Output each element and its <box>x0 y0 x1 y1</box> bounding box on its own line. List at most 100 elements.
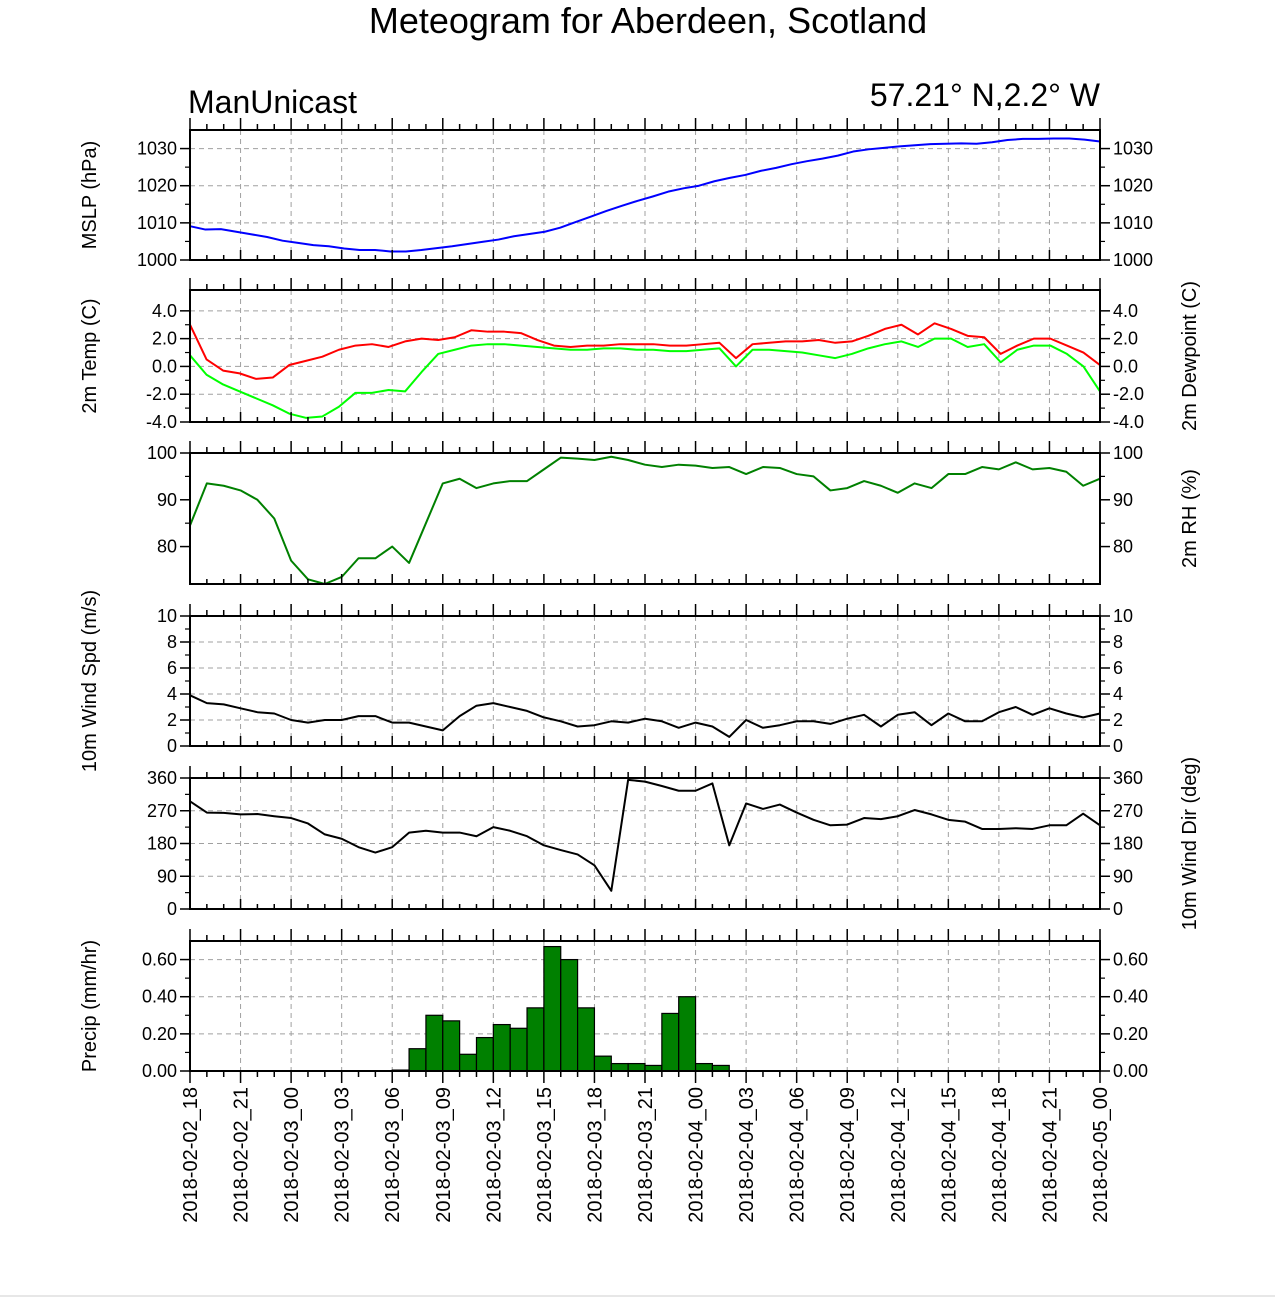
y-tick-label-right: 90 <box>1113 866 1133 886</box>
precip-bar <box>543 945 562 1072</box>
panel-1: -4.0 -4.0 -2.0 -2.0 0.0 0.0 2.0 2.0 4.0 4.0 2m Tem… <box>79 278 1201 432</box>
series-line-3-0 <box>189 694 1101 738</box>
y-tick-label-left: -2.0 <box>146 384 177 404</box>
y-tick-label-right: 1000 <box>1113 250 1153 270</box>
precip-bar <box>526 1007 545 1072</box>
precip-bar <box>459 1053 478 1072</box>
y-tick-label-right: 0.20 <box>1113 1024 1148 1044</box>
y-tick-label-left: 90 <box>157 866 177 886</box>
y-tick-label-left: 6 <box>167 658 177 678</box>
x-tick-label: 2018-02-04_00 <box>686 1087 708 1223</box>
x-tick-label: 2018-02-03_03 <box>332 1087 354 1223</box>
y-tick-label-left: 8 <box>167 632 177 652</box>
x-tick-label: 2018-02-03_15 <box>534 1087 556 1223</box>
chart-title: Meteogram for Aberdeen, Scotland <box>369 0 927 41</box>
y-tick-label-left: 0.00 <box>142 1061 177 1081</box>
y-tick-label-right: 80 <box>1113 537 1133 557</box>
y-tick-label-right: 4 <box>1113 684 1123 704</box>
y-tick-label-left: 0.40 <box>142 987 177 1007</box>
precip-bar <box>610 1062 629 1072</box>
y-tick-label-left: 360 <box>147 768 177 788</box>
y-tick-label-left: 0.0 <box>152 356 177 376</box>
y-tick-label-right: 2.0 <box>1113 329 1138 349</box>
x-tick-label: 2018-02-04_06 <box>787 1087 809 1223</box>
y-tick-label-right: 8 <box>1113 632 1123 652</box>
y-axis-title-left: 2m Temp (C) <box>79 298 101 413</box>
x-tick-label: 2018-02-03_06 <box>382 1087 404 1223</box>
y-tick-label-left: 4.0 <box>152 301 177 321</box>
precip-bar <box>408 1048 427 1072</box>
panel-4: 0 0 90 90 180 180 270 270 360 360 10m Wind Dir (de… <box>147 757 1201 930</box>
y-tick-label-left: -4.0 <box>146 412 177 432</box>
precip-bar <box>425 1014 444 1072</box>
x-tick-label: 2018-02-03_09 <box>433 1087 455 1223</box>
panel-2: 80 80 90 90 100 100 2m RH (%) <box>147 441 1201 585</box>
y-tick-label-right: 90 <box>1113 490 1133 510</box>
x-tick-label: 2018-02-04_12 <box>888 1087 910 1223</box>
precip-bar <box>678 996 697 1072</box>
y-tick-label-left: 80 <box>157 537 177 557</box>
y-tick-label-left: 90 <box>157 490 177 510</box>
precip-bar <box>442 1020 461 1072</box>
x-tick-label: 2018-02-03_18 <box>584 1087 606 1223</box>
y-tick-label-right: 180 <box>1113 834 1143 854</box>
y-tick-label-left: 1010 <box>137 213 177 233</box>
series-line-0-0 <box>189 137 1101 253</box>
precip-bar <box>627 1062 646 1072</box>
y-tick-label-right: 10 <box>1113 606 1133 626</box>
precip-bar <box>492 1023 511 1072</box>
precip-bar <box>475 1036 494 1072</box>
model-label: ManUnicast <box>188 84 357 120</box>
y-tick-label-left: 100 <box>147 443 177 463</box>
y-tick-label-left: 0.60 <box>142 950 177 970</box>
y-tick-label-right: 0.00 <box>1113 1061 1148 1081</box>
x-tick-label: 2018-02-02_18 <box>180 1087 202 1223</box>
y-tick-label-left: 4 <box>167 684 177 704</box>
panel-0: 1000 1000 1010 1010 1020 1020 1030 1030 MSLP (hP… <box>79 118 1153 270</box>
y-tick-label-right: 1030 <box>1113 139 1153 159</box>
x-tick-label: 2018-02-03_12 <box>483 1087 505 1223</box>
precip-bar <box>560 958 579 1072</box>
y-tick-label-left: 1030 <box>137 139 177 159</box>
y-tick-label-right: 0.0 <box>1113 356 1138 376</box>
y-tick-label-right: 1010 <box>1113 213 1153 233</box>
y-tick-label-right: 4.0 <box>1113 301 1138 321</box>
x-tick-label: 2018-02-04_09 <box>837 1087 859 1223</box>
series-line-1-1 <box>189 337 1101 419</box>
y-tick-label-left: 0 <box>167 736 177 756</box>
y-tick-label-left: 0.20 <box>142 1024 177 1044</box>
precip-bar <box>593 1055 612 1072</box>
y-tick-label-right: 2 <box>1113 710 1123 730</box>
y-tick-label-right: 0 <box>1113 899 1123 919</box>
y-tick-label-right: 0.60 <box>1113 950 1148 970</box>
y-tick-label-right: -4.0 <box>1113 412 1144 432</box>
x-tick-label: 2018-02-05_00 <box>1090 1087 1112 1223</box>
x-tick-label: 2018-02-03_21 <box>635 1087 657 1223</box>
x-tick-label: 2018-02-04_18 <box>989 1087 1011 1223</box>
series-line-4-0 <box>189 778 1101 892</box>
y-tick-label-right: 360 <box>1113 768 1143 788</box>
y-axis-title-right: 2m Dewpoint (C) <box>1179 281 1201 431</box>
x-tick-label: 2018-02-02_21 <box>231 1087 253 1223</box>
precip-bar <box>509 1027 528 1072</box>
precip-bar <box>661 1012 680 1072</box>
x-tick-label: 2018-02-03_00 <box>281 1087 303 1223</box>
y-tick-label-left: 180 <box>147 834 177 854</box>
y-tick-label-right: 100 <box>1113 443 1143 463</box>
y-tick-label-left: 0 <box>167 899 177 919</box>
panel-3: 0 0 2 2 4 4 6 6 8 8 10 10 10m Wind Spd (m/s) <box>79 590 1133 772</box>
y-tick-label-left: 270 <box>147 801 177 821</box>
y-axis-title-right: 10m Wind Dir (deg) <box>1179 757 1201 930</box>
y-tick-label-left: 2.0 <box>152 329 177 349</box>
series-line-1-0 <box>189 322 1101 380</box>
x-tick-label: 2018-02-04_03 <box>736 1087 758 1223</box>
y-tick-label-right: 270 <box>1113 801 1143 821</box>
y-axis-title-left: MSLP (hPa) <box>79 141 101 250</box>
x-tick-label: 2018-02-04_15 <box>938 1087 960 1223</box>
y-tick-label-left: 1000 <box>137 250 177 270</box>
y-tick-label-left: 1020 <box>137 176 177 196</box>
location-label: 57.21° N,2.2° W <box>870 77 1101 113</box>
